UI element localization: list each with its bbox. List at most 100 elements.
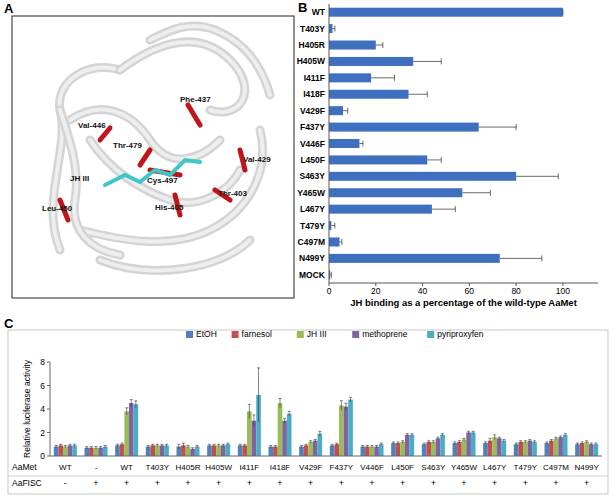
category-label: + xyxy=(185,478,190,488)
error-cap xyxy=(581,441,584,442)
error-line xyxy=(289,411,290,416)
error-bar xyxy=(64,445,67,447)
error-cap xyxy=(55,445,58,446)
error-cap xyxy=(347,108,348,114)
error-cap xyxy=(68,444,71,445)
error-cap xyxy=(274,445,277,446)
x-tick-label: 20 xyxy=(371,286,381,296)
bar xyxy=(422,444,427,456)
error-cap xyxy=(515,443,518,444)
y-tick-label: 2 xyxy=(40,428,45,438)
category-label: + xyxy=(584,478,589,488)
error-line xyxy=(284,418,285,423)
y-tick xyxy=(47,432,50,433)
error-line xyxy=(556,437,557,439)
error-bar xyxy=(300,445,303,447)
bar xyxy=(410,435,415,456)
bar xyxy=(528,441,533,456)
error-cap xyxy=(441,157,442,163)
error-line xyxy=(372,445,373,447)
panel-label: C xyxy=(4,316,14,331)
error-line xyxy=(371,77,394,78)
error-bar xyxy=(397,442,400,444)
error-bar xyxy=(366,445,369,447)
error-line xyxy=(500,258,542,259)
error-bar xyxy=(401,441,404,443)
category-label: V429F xyxy=(300,106,325,116)
legend-swatch xyxy=(427,331,434,338)
x-axis-label: JH binding as a percentage of the wild-t… xyxy=(350,297,577,308)
error-line xyxy=(367,445,368,447)
error-bar xyxy=(274,445,277,447)
category-label: Y465W xyxy=(297,188,326,198)
error-bar xyxy=(239,444,242,446)
error-line xyxy=(223,444,224,446)
bar xyxy=(242,445,247,456)
legend-label: farnesol xyxy=(242,329,272,339)
category-label: WT xyxy=(59,463,72,472)
error-cap xyxy=(397,441,400,442)
error-bar xyxy=(359,141,363,147)
error-line xyxy=(529,440,530,442)
error-line xyxy=(157,444,158,446)
error-bar xyxy=(489,438,492,443)
ribbon-highlight xyxy=(150,26,270,95)
y-tick xyxy=(47,385,50,386)
error-line xyxy=(209,444,210,446)
error-cap xyxy=(489,438,492,439)
error-cap xyxy=(182,443,185,444)
bar xyxy=(94,448,99,456)
bar xyxy=(212,445,217,456)
bar xyxy=(462,440,467,456)
error-cap xyxy=(516,124,517,130)
category-label: + xyxy=(461,478,466,488)
error-line xyxy=(86,447,87,449)
error-line xyxy=(520,441,521,443)
error-cap xyxy=(314,439,317,440)
category-label: + xyxy=(369,478,374,488)
bar xyxy=(269,447,274,456)
error-line xyxy=(218,444,219,446)
error-cap xyxy=(427,440,430,441)
error-bar xyxy=(427,441,430,443)
error-line xyxy=(56,445,57,447)
error-bar xyxy=(462,190,490,196)
error-line xyxy=(362,445,363,447)
category-label: + xyxy=(124,478,129,488)
bar xyxy=(330,445,335,456)
error-bar xyxy=(160,444,163,446)
error-bar xyxy=(269,445,272,447)
error-line xyxy=(591,443,592,445)
error-bar xyxy=(85,447,88,449)
bar xyxy=(549,441,554,456)
error-cap xyxy=(64,445,67,446)
error-cap xyxy=(349,397,352,398)
x-tick-label: 40 xyxy=(418,286,428,296)
error-line xyxy=(249,404,250,418)
row-divider xyxy=(8,476,608,477)
bar xyxy=(391,443,396,456)
error-bar xyxy=(371,445,374,447)
error-cap xyxy=(594,443,597,444)
error-line xyxy=(381,443,382,445)
category-label: I411F xyxy=(239,463,259,472)
error-cap xyxy=(427,91,428,97)
bar xyxy=(155,445,160,456)
panel-label: B xyxy=(298,0,307,15)
error-line xyxy=(586,441,587,443)
error-cap xyxy=(401,440,404,441)
category-label: L467Y xyxy=(483,463,507,472)
error-bar xyxy=(243,444,246,446)
error-line xyxy=(161,444,162,446)
bar xyxy=(186,447,191,456)
bar xyxy=(396,443,401,456)
ribbon-highlight xyxy=(120,42,245,112)
error-bar xyxy=(156,444,159,446)
chart-c: EtOHfarnesolJH IIImethoprenepyriproxyfen… xyxy=(8,329,608,494)
category-label: Y465W xyxy=(451,463,478,472)
error-bar xyxy=(550,440,553,442)
error-line xyxy=(192,448,193,450)
error-cap xyxy=(99,446,102,447)
error-cap xyxy=(392,441,395,442)
error-bar xyxy=(165,444,168,446)
